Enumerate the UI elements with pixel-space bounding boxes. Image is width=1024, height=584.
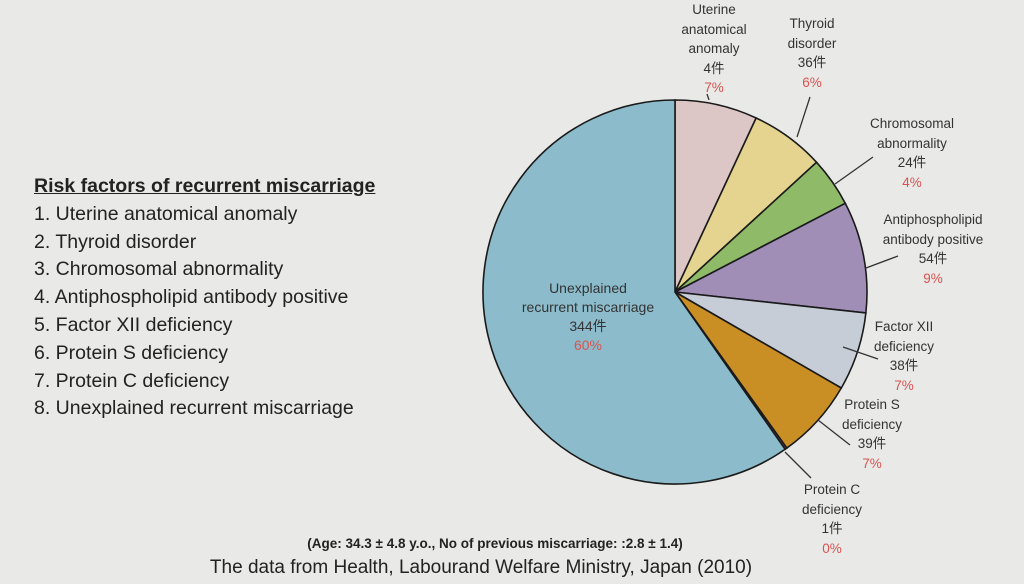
slice-name: deficiency — [873, 338, 935, 354]
slice-name: Unexplained — [549, 280, 627, 296]
pie-label: Uterine anatomical anomaly 4件 7% — [681, 0, 746, 98]
footnote: (Age: 34.3 ± 4.8 y.o., No of previous mi… — [0, 536, 1024, 551]
slice-count: 344件 — [569, 318, 607, 334]
leader-line — [706, 93, 710, 101]
slice-name: deficiency — [841, 416, 903, 432]
slice-name: disorder — [787, 35, 837, 51]
slice-name: Uterine — [692, 2, 736, 17]
slice-percent: 6% — [802, 74, 822, 90]
risk-list-title: Risk factors of recurrent miscarriage — [34, 175, 376, 197]
leader-line — [865, 255, 899, 269]
pie-label: Chromosomal abnormality 24件 4% — [870, 114, 954, 192]
slice-name: deficiency — [801, 501, 863, 517]
slice-name: recurrent miscarriage — [521, 299, 655, 315]
risk-item: 4. Antiphospholipid antibody positive — [34, 286, 349, 309]
source-text: The data from Health, Labourand Welfare … — [209, 557, 753, 578]
slice-name: antibody positive — [882, 231, 984, 247]
slice-count: 36件 — [797, 55, 827, 70]
slice-percent: 60% — [573, 337, 603, 353]
source-caption: The data from Health, Labourand Welfare … — [0, 557, 1024, 579]
risk-item: 1. Uterine anatomical anomaly — [34, 202, 298, 225]
pie-label: Antiphospholipid antibody positive 54件 9% — [883, 210, 984, 288]
footnote-text: (Age: 34.3 ± 4.8 y.o., No of previous mi… — [307, 536, 683, 551]
slice-name: Protein C — [803, 482, 861, 497]
risk-item: 8. Unexplained recurrent miscarriage — [34, 397, 354, 420]
pie-label: Thyroid disorder 36件 6% — [788, 14, 837, 92]
slice-percent: 0% — [822, 540, 842, 556]
slice-count: 38件 — [889, 358, 919, 373]
slice-percent: 4% — [902, 174, 922, 190]
pie-slice-antiphospholipid-antibody-positive — [672, 202, 868, 314]
slice-percent: 9% — [923, 270, 943, 286]
risk-item: 7. Protein C deficiency — [34, 369, 230, 392]
leader-line — [784, 451, 812, 479]
leader-line — [842, 346, 879, 360]
risk-item: 5. Factor XII deficiency — [34, 313, 233, 336]
slice-count: 4件 — [703, 60, 725, 76]
slice-count: 1件 — [821, 521, 843, 536]
slice-name: Chromosomal — [869, 116, 955, 131]
pie-label: Unexplained recurrent miscarriage 344件 60% — [522, 279, 654, 355]
slice-count: 24件 — [897, 155, 927, 170]
risk-item: 3. Chromosomal abnormality — [34, 258, 284, 281]
leader-line — [834, 156, 874, 185]
slice-percent: 7% — [862, 455, 882, 471]
slice-name: Protein S — [844, 397, 900, 412]
risk-factor-list: Risk factors of recurrent miscarriage 1.… — [34, 173, 375, 423]
pie-slice-unexplained-recurrent-miscarriage — [482, 99, 787, 485]
slice-name: anomaly — [688, 41, 740, 56]
pie-label: Protein S deficiency 39件 7% — [842, 395, 902, 473]
slice-percent: 7% — [894, 377, 914, 393]
risk-item: 6. Protein S deficiency — [34, 341, 229, 364]
slice-name: Factor XII — [874, 319, 934, 334]
slice-name: anatomical — [681, 21, 747, 37]
slice-count: 39件 — [857, 436, 887, 451]
pie-label: Factor XII deficiency 38件 7% — [874, 317, 934, 395]
leader-line — [817, 419, 851, 446]
slice-count: 54件 — [918, 251, 948, 266]
slice-name: abnormality — [877, 135, 947, 151]
risk-item: 2. Thyroid disorder — [34, 230, 197, 253]
leader-line — [796, 96, 811, 138]
slice-percent: 7% — [704, 80, 724, 95]
slice-name: Antiphospholipid — [883, 212, 983, 227]
pie-label: Protein C deficiency 1件 0% — [802, 480, 862, 558]
slice-name: Thyroid — [789, 16, 835, 31]
